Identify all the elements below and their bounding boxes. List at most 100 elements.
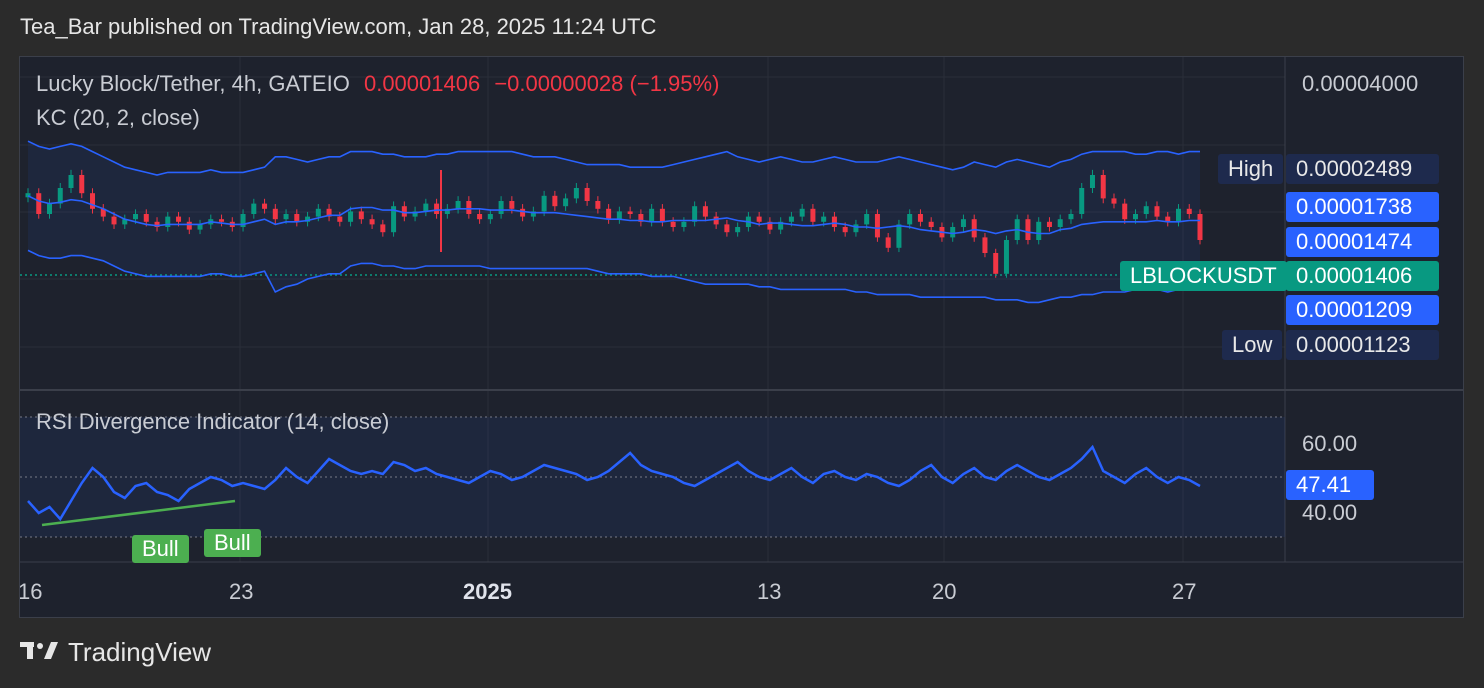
- tradingview-logo-icon: [20, 637, 58, 668]
- candle-body: [735, 227, 741, 233]
- high-value-tag: 0.00002489: [1286, 154, 1439, 184]
- candle-body: [251, 203, 257, 214]
- kc-upper-line: [27, 140, 1200, 176]
- bull-divergence-line: [41, 499, 236, 527]
- candle-body: [1079, 188, 1085, 214]
- candle-body: [68, 175, 74, 188]
- candle-body: [477, 214, 483, 220]
- candle-body: [1143, 206, 1149, 214]
- candle-body: [434, 203, 440, 214]
- candle-body: [1036, 221, 1042, 240]
- candle-body: [262, 203, 268, 209]
- candle-body: [487, 214, 493, 220]
- candle-body: [1122, 203, 1128, 220]
- candle-body: [767, 221, 773, 230]
- candle-body: [36, 193, 42, 214]
- candle-body: [1089, 175, 1095, 188]
- candle-body: [143, 214, 149, 222]
- candle-body: [272, 208, 278, 220]
- candle-body: [337, 216, 343, 222]
- candle-body: [907, 214, 913, 225]
- candle-body: [864, 214, 870, 225]
- candle-body: [1003, 240, 1009, 274]
- candle-body: [681, 221, 687, 227]
- candle-body: [1154, 206, 1160, 217]
- candle-body: [186, 221, 192, 230]
- candle-body: [606, 208, 612, 220]
- candle-body: [1057, 219, 1063, 227]
- candle-body: [950, 227, 956, 238]
- kc-lower-tag: 0.00001209: [1286, 295, 1439, 325]
- chart-frame[interactable]: Lucky Block/Tether, 4h, GATEIO 0.0000140…: [19, 56, 1464, 618]
- candle-body: [563, 198, 569, 207]
- candle-body: [627, 211, 633, 214]
- candle-body: [401, 206, 407, 217]
- candle-body: [133, 214, 139, 220]
- candle-body: [47, 203, 53, 214]
- footer-brand-text: TradingView: [68, 637, 212, 667]
- candle-body: [896, 224, 902, 248]
- kc-legend: KC (20, 2, close): [36, 105, 200, 130]
- candle-body: [928, 221, 934, 227]
- time-tick: 27: [1172, 579, 1197, 604]
- candle-body: [358, 211, 364, 220]
- candle-body: [154, 221, 160, 227]
- candle-body: [315, 208, 321, 217]
- candle-body: [616, 211, 622, 220]
- candle-body: [1165, 216, 1171, 222]
- candle-body: [853, 224, 859, 233]
- candle-body: [530, 211, 536, 217]
- candle-body: [111, 216, 117, 225]
- time-tick: 23: [229, 579, 254, 604]
- candle-body: [573, 188, 579, 199]
- candle-body: [90, 193, 96, 209]
- rsi-line: [27, 444, 1201, 522]
- candle-body: [455, 201, 461, 209]
- bull-label: Bull: [132, 535, 189, 563]
- bull-divergence-markers: [41, 499, 236, 527]
- candle-body: [993, 253, 999, 274]
- rsi-legend: RSI Divergence Indicator (14, close): [36, 409, 390, 434]
- time-tick: 16: [19, 579, 43, 604]
- low-value-tag: 0.00001123: [1286, 330, 1439, 360]
- candle-body: [1132, 214, 1138, 220]
- candle-body: [885, 237, 891, 248]
- symbol-title: Lucky Block/Tether, 4h, GATEIO: [36, 71, 350, 96]
- candle-body: [713, 216, 719, 225]
- candle-body: [520, 208, 526, 217]
- candle-body: [649, 208, 655, 222]
- last-price: 0.00001406: [363, 71, 481, 96]
- candle-body: [778, 221, 784, 230]
- kc-middle-tag: 0.00001474: [1286, 227, 1439, 257]
- price-axis-top: 0.00004000: [1302, 71, 1419, 96]
- candle-body: [982, 237, 988, 253]
- time-tick: 13: [757, 579, 782, 604]
- candle-body: [960, 219, 966, 227]
- candle-body: [756, 216, 762, 222]
- candle-body: [724, 224, 730, 233]
- rsi-line-series: [27, 444, 1201, 522]
- candle-body: [240, 214, 246, 227]
- rsi-axis-60: 60.00: [1302, 431, 1358, 456]
- candle-body: [57, 188, 63, 204]
- candle-body: [821, 216, 827, 222]
- candle-body: [176, 216, 182, 222]
- candle-body: [283, 214, 289, 220]
- candle-body: [165, 216, 171, 227]
- high-label-tag: High: [1218, 154, 1284, 184]
- candle-body: [423, 203, 429, 212]
- kc-upper-tag: 0.00001738: [1286, 192, 1439, 222]
- candle-body: [702, 206, 708, 217]
- time-tick-year: 2025: [463, 579, 512, 604]
- candle-body: [391, 206, 397, 233]
- symbol-legend: Lucky Block/Tether, 4h, GATEIO 0.0000140…: [36, 71, 719, 97]
- candle-body: [917, 214, 923, 222]
- candle-body: [25, 193, 31, 198]
- last-price-tag: 0.00001406: [1286, 261, 1439, 291]
- chart-grid: [20, 57, 1463, 563]
- candle-body: [595, 201, 601, 209]
- candle-body: [692, 206, 698, 222]
- chart-svg[interactable]: [20, 57, 1464, 618]
- candle-body: [219, 219, 225, 222]
- publish-header: Tea_Bar published on TradingView.com, Ja…: [20, 14, 657, 39]
